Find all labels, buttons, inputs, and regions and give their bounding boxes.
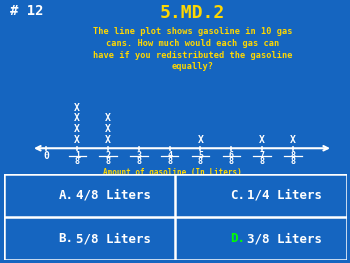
- Text: X: X: [197, 135, 203, 145]
- Text: 8: 8: [260, 157, 265, 166]
- Text: 8: 8: [75, 157, 80, 166]
- Text: 4/8 Liters: 4/8 Liters: [76, 189, 150, 202]
- Text: 8: 8: [290, 150, 295, 160]
- Text: X: X: [105, 135, 111, 145]
- Text: 0: 0: [43, 151, 49, 161]
- Text: 8: 8: [167, 157, 172, 166]
- Text: # 12: # 12: [10, 4, 44, 18]
- Text: A.: A.: [58, 189, 74, 202]
- Text: 5: 5: [198, 150, 203, 160]
- Text: 8: 8: [229, 157, 234, 166]
- Text: X: X: [259, 135, 265, 145]
- Text: B.: B.: [58, 232, 74, 245]
- Text: 2: 2: [106, 150, 111, 160]
- Text: 3/8 Liters: 3/8 Liters: [247, 232, 322, 245]
- Text: 8: 8: [198, 157, 203, 166]
- Text: 1/4 Liters: 1/4 Liters: [247, 189, 322, 202]
- Text: 7: 7: [260, 150, 265, 160]
- Text: 8: 8: [290, 157, 295, 166]
- Text: X: X: [290, 135, 296, 145]
- Text: X: X: [105, 113, 111, 123]
- Text: D.: D.: [230, 232, 245, 245]
- Text: Amount of gasoline (In Liters): Amount of gasoline (In Liters): [103, 168, 242, 177]
- Text: X: X: [105, 124, 111, 134]
- Text: X: X: [74, 113, 80, 123]
- Text: 5/8 Liters: 5/8 Liters: [76, 232, 150, 245]
- Text: 1: 1: [75, 150, 80, 160]
- Text: X: X: [74, 135, 80, 145]
- Text: 3: 3: [136, 150, 141, 160]
- Text: 8: 8: [106, 157, 111, 166]
- Text: 8: 8: [136, 157, 141, 166]
- Text: X: X: [74, 124, 80, 134]
- Text: 6: 6: [229, 150, 234, 160]
- Text: 4: 4: [167, 150, 172, 160]
- Text: C.: C.: [230, 189, 245, 202]
- Text: 5.MD.2: 5.MD.2: [160, 4, 225, 22]
- Text: The line plot shows gasoline in 10 gas
cans. How much would each gas can
have if: The line plot shows gasoline in 10 gas c…: [93, 27, 292, 71]
- Text: X: X: [74, 103, 80, 113]
